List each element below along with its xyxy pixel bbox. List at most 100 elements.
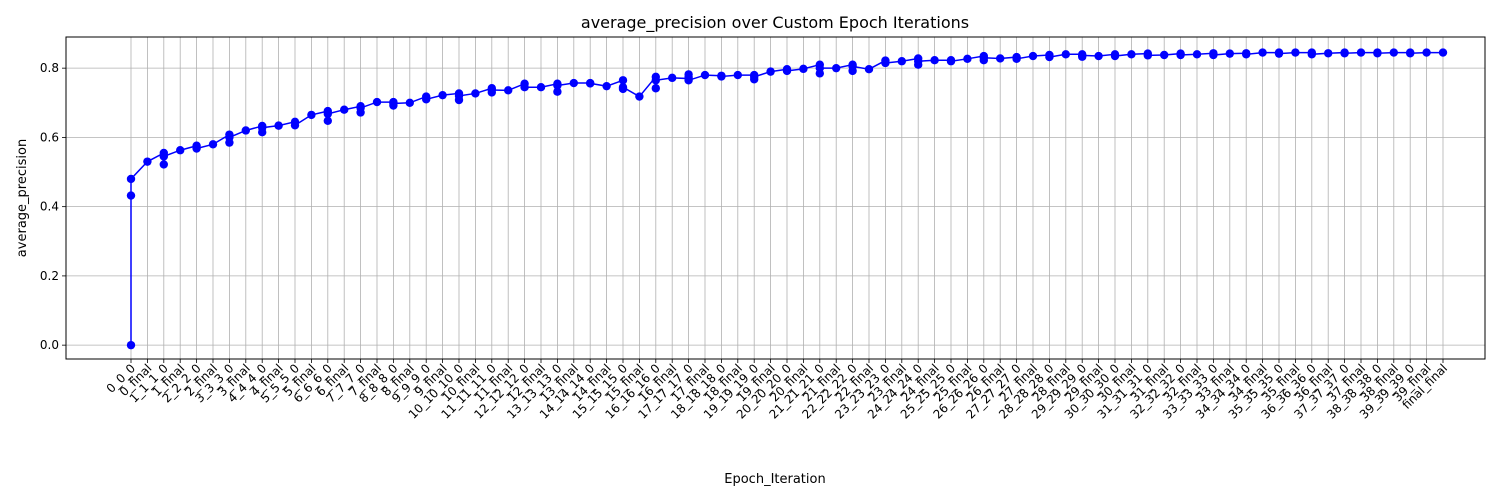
data-point xyxy=(618,83,628,92)
data-point xyxy=(159,152,168,161)
data-point xyxy=(1373,49,1382,58)
data-point xyxy=(1389,48,1399,57)
data-point xyxy=(1274,49,1284,58)
data-point xyxy=(881,58,890,68)
data-point xyxy=(536,83,546,92)
data-point xyxy=(1127,50,1136,59)
data-point xyxy=(307,110,316,120)
data-point xyxy=(159,160,168,169)
data-point xyxy=(668,73,677,83)
data-point xyxy=(422,95,431,104)
data-point xyxy=(1242,50,1251,59)
x-axis: 0_0_00_final1_1_1_01_final2_2_2_02_final… xyxy=(104,359,1450,422)
data-point xyxy=(684,76,693,85)
data-point xyxy=(864,65,874,74)
data-point xyxy=(1045,52,1054,62)
data-point xyxy=(700,70,710,80)
data-point xyxy=(487,85,496,95)
data-point xyxy=(996,54,1005,63)
data-point xyxy=(274,121,283,130)
data-point xyxy=(520,83,529,92)
data-point xyxy=(438,90,447,100)
data-point xyxy=(635,92,644,101)
data-point xyxy=(1094,51,1103,61)
data-point xyxy=(1012,54,1021,64)
data-point xyxy=(1340,49,1349,58)
data-point xyxy=(1258,48,1267,57)
data-point xyxy=(340,105,349,114)
data-point xyxy=(1438,48,1448,57)
data-point xyxy=(389,99,398,108)
data-point xyxy=(1406,49,1415,58)
data-point xyxy=(323,116,332,125)
data-point xyxy=(766,67,775,76)
data-point xyxy=(1307,50,1317,59)
x-axis-label: Epoch_Iteration xyxy=(724,472,825,487)
data-point xyxy=(651,84,660,93)
y-axis-label: average_precision xyxy=(15,139,30,257)
data-point xyxy=(1356,48,1366,57)
data-point xyxy=(323,109,332,119)
data-point xyxy=(454,91,464,101)
data-point xyxy=(471,89,480,98)
data-point xyxy=(1422,48,1431,57)
y-tick-label: 0.8 xyxy=(40,61,59,75)
data-point xyxy=(618,76,628,85)
data-point xyxy=(651,76,660,85)
data-point xyxy=(914,57,923,66)
data-point xyxy=(946,57,956,66)
data-point xyxy=(569,78,578,88)
data-point xyxy=(1078,51,1087,60)
data-point xyxy=(553,81,562,90)
data-point xyxy=(241,126,250,135)
data-point xyxy=(126,340,136,350)
data-point xyxy=(848,62,857,71)
data-point xyxy=(290,121,300,130)
data-point xyxy=(750,72,759,82)
data-point xyxy=(143,157,152,166)
data-point xyxy=(832,63,841,73)
data-point xyxy=(897,57,906,66)
data-point xyxy=(1028,51,1038,61)
data-point xyxy=(1291,48,1300,57)
data-point xyxy=(602,81,611,91)
grid xyxy=(66,37,1485,359)
series-layer xyxy=(126,48,1448,350)
data-point xyxy=(717,72,726,81)
data-point xyxy=(586,79,595,88)
data-point xyxy=(963,54,972,64)
data-point xyxy=(782,66,792,76)
data-point xyxy=(1143,51,1153,60)
data-point xyxy=(126,191,136,200)
data-point xyxy=(1225,49,1235,58)
data-point xyxy=(930,55,939,65)
data-point xyxy=(1160,50,1169,60)
data-point xyxy=(504,86,513,95)
y-tick-label: 0.4 xyxy=(40,200,59,214)
plot-frame xyxy=(65,36,1486,360)
data-point xyxy=(733,70,742,80)
data-point xyxy=(799,64,808,74)
data-point xyxy=(1176,50,1185,60)
data-point xyxy=(1110,51,1120,61)
y-axis: 0.0 0.2 0.4 0.6 0.8 xyxy=(40,61,66,352)
data-point xyxy=(258,123,267,132)
data-point xyxy=(372,97,382,107)
chart-title: average_precision over Custom Epoch Iter… xyxy=(581,13,969,33)
data-point xyxy=(208,140,218,149)
data-point xyxy=(356,103,365,113)
data-point xyxy=(1061,50,1071,59)
data-point xyxy=(684,70,693,79)
data-point xyxy=(1192,50,1202,59)
data-point xyxy=(225,133,234,142)
data-point xyxy=(126,174,136,184)
data-point xyxy=(979,53,988,62)
y-tick-label: 0.6 xyxy=(40,130,59,144)
data-point xyxy=(553,87,562,96)
data-point xyxy=(192,144,201,153)
data-point xyxy=(405,98,414,107)
y-tick-label: 0.0 xyxy=(40,338,59,352)
data-point xyxy=(176,146,185,155)
